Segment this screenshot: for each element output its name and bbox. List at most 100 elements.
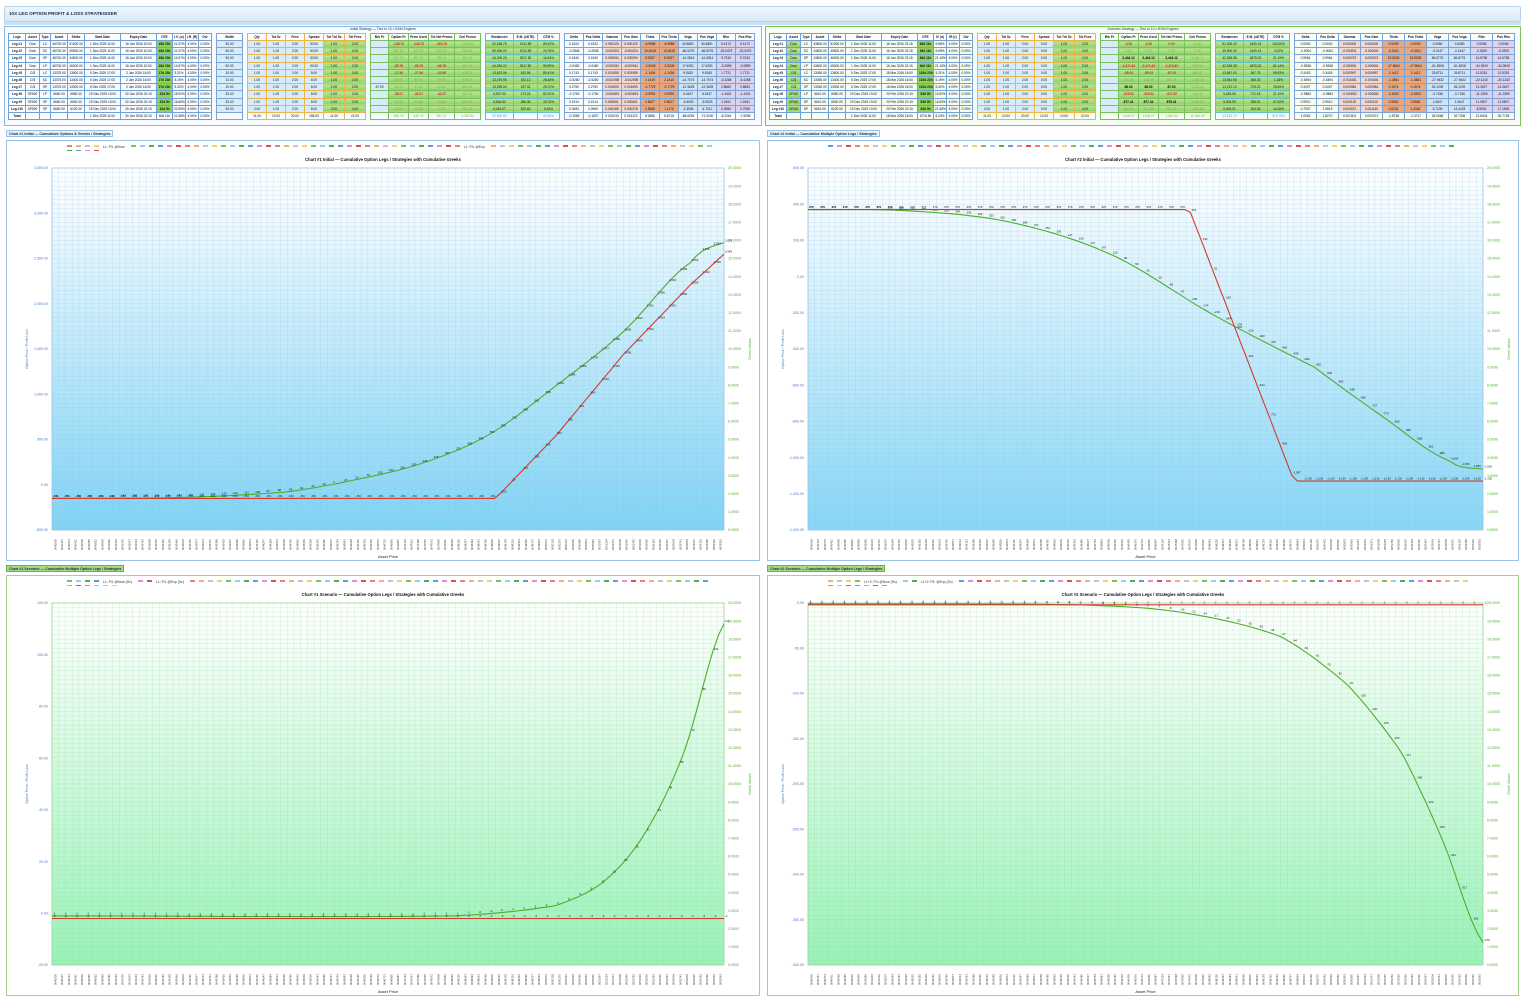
leg-spot-cell[interactable]: 43600.00: [811, 39, 829, 49]
leg-strike-cell[interactable]: 6580.00: [67, 90, 85, 99]
leg-div-cell[interactable]: 0.00%: [198, 83, 212, 92]
leg-expiry-cell[interactable]: 2 Jan 2026 16:00: [120, 68, 157, 77]
legend-swatch[interactable]: [1305, 145, 1310, 147]
leg-ir-cell[interactable]: 4.00%: [946, 83, 960, 92]
legend-swatch[interactable]: [396, 580, 402, 582]
legend-swatch[interactable]: [648, 580, 654, 582]
leg-ir-cell[interactable]: 4.00%: [185, 68, 199, 77]
legend-swatch[interactable]: [477, 580, 483, 582]
leg-ir-cell[interactable]: 4.00%: [946, 47, 960, 56]
legend-swatch[interactable]: [229, 145, 235, 147]
leg-asset-cell[interactable]: Dow: [786, 39, 801, 49]
leg-ir-cell[interactable]: 4.00%: [185, 97, 199, 106]
leg-width-cell[interactable]: 10.00: [216, 68, 243, 77]
leg-expiry-cell[interactable]: 16 Jan 2026 22:15: [881, 47, 918, 56]
legend-swatch[interactable]: [315, 580, 321, 582]
leg-strike-cell[interactable]: 51000.00: [67, 39, 85, 49]
column-header[interactable]: Strike: [67, 33, 85, 41]
leg-div-cell[interactable]: 0.00%: [198, 68, 212, 77]
leg-qty-cell[interactable]: 1.00: [977, 97, 997, 106]
leg-width-cell[interactable]: 50.00: [216, 47, 243, 56]
leg-type-cell[interactable]: SC: [800, 47, 812, 56]
leg-spot-cell[interactable]: 46700.00: [50, 39, 68, 49]
leg-totsz-cell[interactable]: 1.00: [266, 83, 286, 92]
column-header[interactable]: Pos Rho: [735, 33, 755, 41]
column-header[interactable]: Tot Sz: [266, 33, 286, 41]
leg-totsz-cell[interactable]: 1.00: [996, 83, 1016, 92]
legend-swatch[interactable]: [526, 145, 532, 147]
legend-swatch[interactable]: [373, 145, 379, 147]
leg-expiry-cell[interactable]: 20 Feb 2026 22:15: [881, 97, 918, 106]
leg-asset-cell[interactable]: C/$: [786, 83, 801, 92]
legend-swatch[interactable]: [324, 580, 330, 582]
leg-strike-cell[interactable]: 6580.00: [828, 90, 846, 99]
leg-expiry-cell[interactable]: 30 Jan 2026 22:15: [120, 90, 157, 99]
column-header[interactable]: Pos Theta: [659, 33, 679, 41]
column-header[interactable]: Qty: [247, 33, 267, 41]
leg-totsz-cell[interactable]: 1.00: [266, 104, 286, 113]
legend-swatch[interactable]: [1372, 580, 1378, 582]
column-header[interactable]: Option Pr: [388, 33, 409, 41]
legend-swatch[interactable]: [130, 145, 136, 147]
chart-plot[interactable]: 3,500.003,000.002,500.002,000.001,500.00…: [7, 141, 759, 560]
leg-ir-cell[interactable]: 4.00%: [946, 90, 960, 99]
legend-swatch[interactable]: [1233, 145, 1238, 147]
legend-swatch[interactable]: [1165, 580, 1171, 582]
legend-swatch[interactable]: [342, 580, 348, 582]
leg-dte-cell[interactable]: 27d 23h: [156, 83, 173, 92]
leg-div-cell[interactable]: 0.00%: [959, 47, 973, 56]
legend-swatch[interactable]: [544, 145, 550, 147]
column-header[interactable]: Gamma: [1338, 33, 1361, 41]
legend-swatch[interactable]: [594, 580, 600, 582]
legend-swatch[interactable]: [148, 145, 154, 147]
legend-swatch[interactable]: [1399, 580, 1405, 582]
leg-dte-cell[interactable]: 46d 11h: [917, 39, 934, 49]
leg-qty-cell[interactable]: 1.00: [247, 61, 267, 70]
leg-iv-cell[interactable]: 5.32%: [172, 83, 186, 92]
legend-swatch[interactable]: [76, 584, 81, 586]
leg-brk-cell[interactable]: [1100, 104, 1119, 113]
leg-expiry-cell[interactable]: 18 Mar 2026 16:00: [881, 83, 918, 92]
legend-swatch[interactable]: [864, 584, 869, 586]
legend-swatch[interactable]: [85, 145, 90, 147]
legend-swatch[interactable]: [902, 580, 908, 582]
leg-spread-cell[interactable]: 0.00: [1034, 97, 1054, 106]
leg-strike-cell[interactable]: 13600.00: [828, 68, 846, 77]
leg-start-cell[interactable]: 5 Dec 2025 17:00: [845, 75, 882, 85]
leg-start-cell[interactable]: 19 Dec 2025 13:00: [845, 97, 882, 106]
legend-swatch[interactable]: [972, 145, 977, 147]
legend-swatch[interactable]: [67, 584, 72, 586]
legend-swatch[interactable]: [1377, 145, 1382, 147]
leg-spot-cell[interactable]: 13375.00: [50, 83, 68, 92]
leg-dte-cell[interactable]: 42d 9h: [156, 104, 173, 113]
legend-swatch[interactable]: [1201, 580, 1207, 582]
legend-swatch[interactable]: [441, 580, 447, 582]
legend-swatch[interactable]: [1062, 145, 1067, 147]
leg-asset-cell[interactable]: SP500: [25, 97, 40, 106]
legend-swatch[interactable]: [207, 580, 213, 582]
legend-swatch[interactable]: [85, 149, 90, 151]
leg-strike-cell[interactable]: 6100.00: [67, 104, 85, 113]
legend-swatch[interactable]: [1008, 145, 1013, 147]
leg-dte-cell[interactable]: 63d 9h: [917, 104, 934, 113]
leg-iv-cell[interactable]: 15.92%: [933, 90, 947, 99]
legend-swatch[interactable]: [1183, 580, 1189, 582]
leg-qty-cell[interactable]: 1.00: [977, 47, 997, 56]
column-header[interactable]: Start Date: [845, 33, 882, 41]
leg-strike-cell[interactable]: 46000.00: [828, 54, 846, 63]
column-header[interactable]: Cml Premo: [1184, 33, 1211, 41]
legend-swatch[interactable]: [535, 145, 541, 147]
legend-swatch[interactable]: [864, 145, 869, 147]
legend-swatch[interactable]: [198, 580, 204, 582]
legend-swatch[interactable]: [1107, 145, 1112, 147]
leg-dte-cell[interactable]: 45d 23h: [156, 39, 173, 49]
leg-spot-cell[interactable]: 43600.00: [811, 54, 829, 63]
leg-start-cell[interactable]: 1 Dec 2025 11:00: [845, 61, 882, 70]
leg-strike-cell[interactable]: 51000.00: [828, 39, 846, 49]
chart1-scenario-button[interactable]: Chart #1 Scenario — Cumulative Multiple …: [6, 565, 125, 572]
column-header[interactable]: IV (σ): [933, 33, 947, 41]
legend-swatch[interactable]: [1003, 580, 1009, 582]
leg-strike-cell[interactable]: 13300.00: [828, 83, 846, 92]
legend-swatch[interactable]: [1345, 580, 1351, 582]
leg-type-cell[interactable]: SC: [39, 75, 51, 85]
